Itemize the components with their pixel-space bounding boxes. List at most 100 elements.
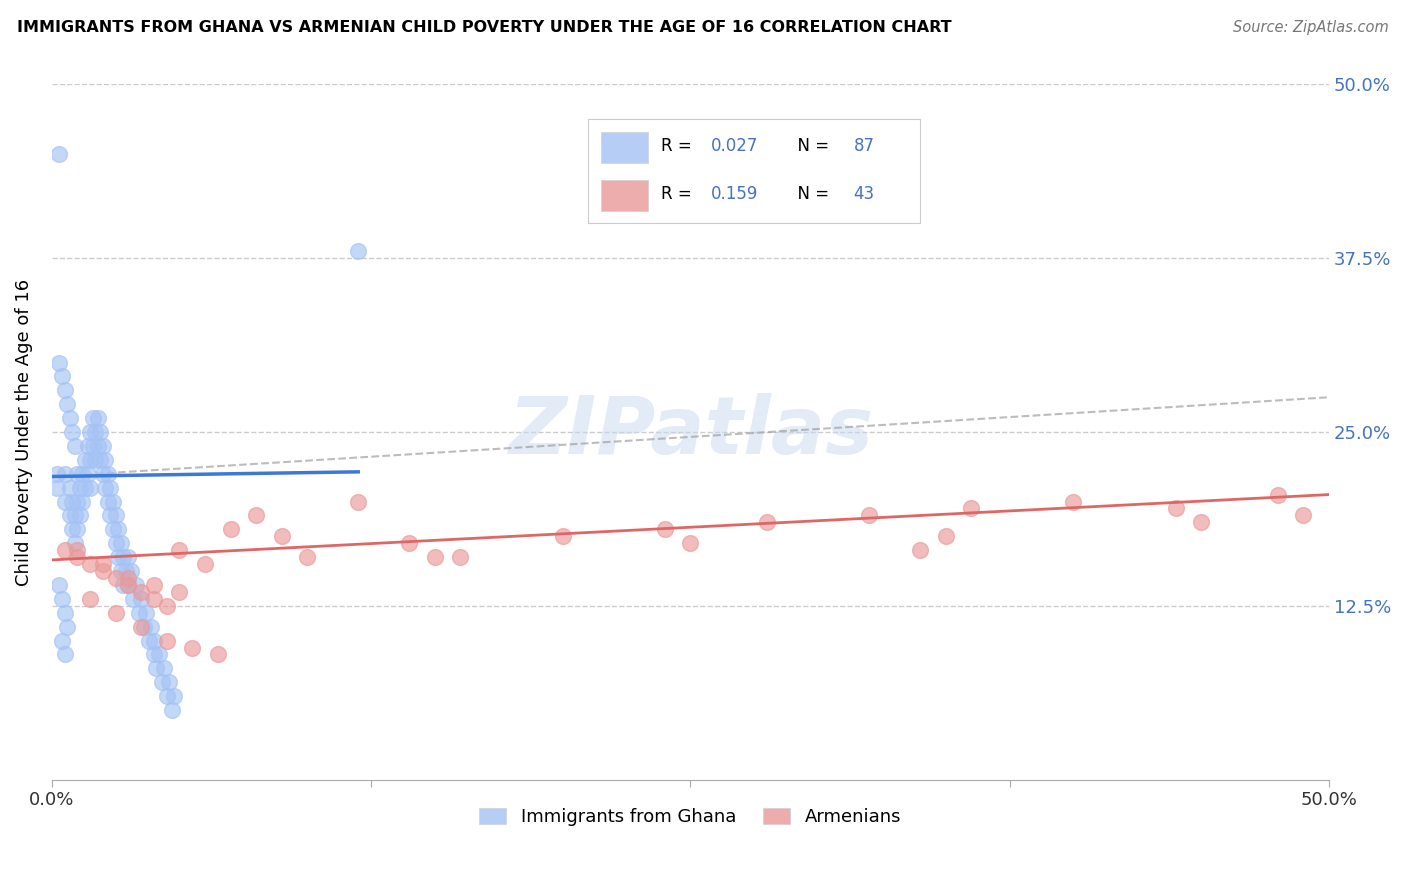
Point <box>63 439 86 453</box>
Point <box>169 543 191 558</box>
Point <box>1062 494 1084 508</box>
Point <box>63 536 86 550</box>
Point <box>59 481 82 495</box>
Point <box>141 620 163 634</box>
Point <box>51 633 73 648</box>
Point <box>59 508 82 523</box>
Point <box>91 557 114 571</box>
Point <box>53 384 76 398</box>
Point <box>142 591 165 606</box>
Point <box>156 689 179 703</box>
Point <box>56 397 79 411</box>
Point <box>1292 508 1315 523</box>
Point <box>104 606 127 620</box>
Point <box>551 529 574 543</box>
Point <box>48 355 70 369</box>
Point <box>160 703 183 717</box>
Point <box>157 675 180 690</box>
Point <box>110 564 132 578</box>
Point <box>156 633 179 648</box>
Point <box>347 494 370 508</box>
Point <box>60 425 83 439</box>
Legend: Immigrants from Ghana, Armenians: Immigrants from Ghana, Armenians <box>472 800 908 833</box>
Point <box>72 494 94 508</box>
Point <box>128 606 150 620</box>
Point <box>69 481 91 495</box>
Point <box>117 578 139 592</box>
Point <box>101 522 124 536</box>
Point <box>48 147 70 161</box>
Point <box>91 467 114 481</box>
Point <box>91 439 114 453</box>
Point <box>82 411 104 425</box>
Point <box>138 633 160 648</box>
Point <box>76 439 98 453</box>
Point <box>66 550 89 565</box>
Point <box>755 516 778 530</box>
Point <box>104 571 127 585</box>
Point <box>76 467 98 481</box>
Point <box>295 550 318 565</box>
Point <box>122 591 145 606</box>
Point <box>117 578 139 592</box>
Point <box>156 599 179 613</box>
Text: ZIPatlas: ZIPatlas <box>508 393 873 471</box>
Point <box>60 522 83 536</box>
Point <box>114 564 136 578</box>
Point <box>1267 487 1289 501</box>
Point <box>129 591 152 606</box>
Point <box>120 564 142 578</box>
Point <box>858 508 880 523</box>
Point <box>207 648 229 662</box>
Point <box>89 425 111 439</box>
Point <box>59 411 82 425</box>
Point <box>104 508 127 523</box>
Point <box>53 648 76 662</box>
Point <box>142 648 165 662</box>
Point <box>73 481 96 495</box>
Point <box>53 606 76 620</box>
Point <box>153 661 176 675</box>
Point <box>181 640 204 655</box>
Point <box>1189 516 1212 530</box>
Point <box>398 536 420 550</box>
Point <box>107 550 129 565</box>
Point <box>89 453 111 467</box>
Point <box>129 620 152 634</box>
Point <box>163 689 186 703</box>
Point <box>48 578 70 592</box>
Point <box>73 453 96 467</box>
Point <box>53 467 76 481</box>
Point <box>112 578 135 592</box>
Point <box>60 494 83 508</box>
Point <box>100 508 122 523</box>
Point <box>66 543 89 558</box>
Point <box>84 425 107 439</box>
Point <box>169 585 191 599</box>
Point <box>194 557 217 571</box>
Point <box>117 550 139 565</box>
Point <box>82 439 104 453</box>
Point <box>69 508 91 523</box>
Point <box>53 494 76 508</box>
Point <box>66 522 89 536</box>
Point <box>132 620 155 634</box>
Point <box>97 467 120 481</box>
Point <box>66 467 89 481</box>
Point <box>91 564 114 578</box>
Point <box>94 481 117 495</box>
Point <box>87 439 110 453</box>
Point <box>142 633 165 648</box>
Point <box>245 508 267 523</box>
Point <box>347 244 370 259</box>
Point <box>66 494 89 508</box>
Point <box>56 620 79 634</box>
Point <box>87 411 110 425</box>
Point <box>45 467 67 481</box>
Text: IMMIGRANTS FROM GHANA VS ARMENIAN CHILD POVERTY UNDER THE AGE OF 16 CORRELATION : IMMIGRANTS FROM GHANA VS ARMENIAN CHILD … <box>17 20 952 35</box>
Point <box>79 453 101 467</box>
Point <box>219 522 242 536</box>
Point <box>72 467 94 481</box>
Point <box>51 369 73 384</box>
Point <box>51 591 73 606</box>
